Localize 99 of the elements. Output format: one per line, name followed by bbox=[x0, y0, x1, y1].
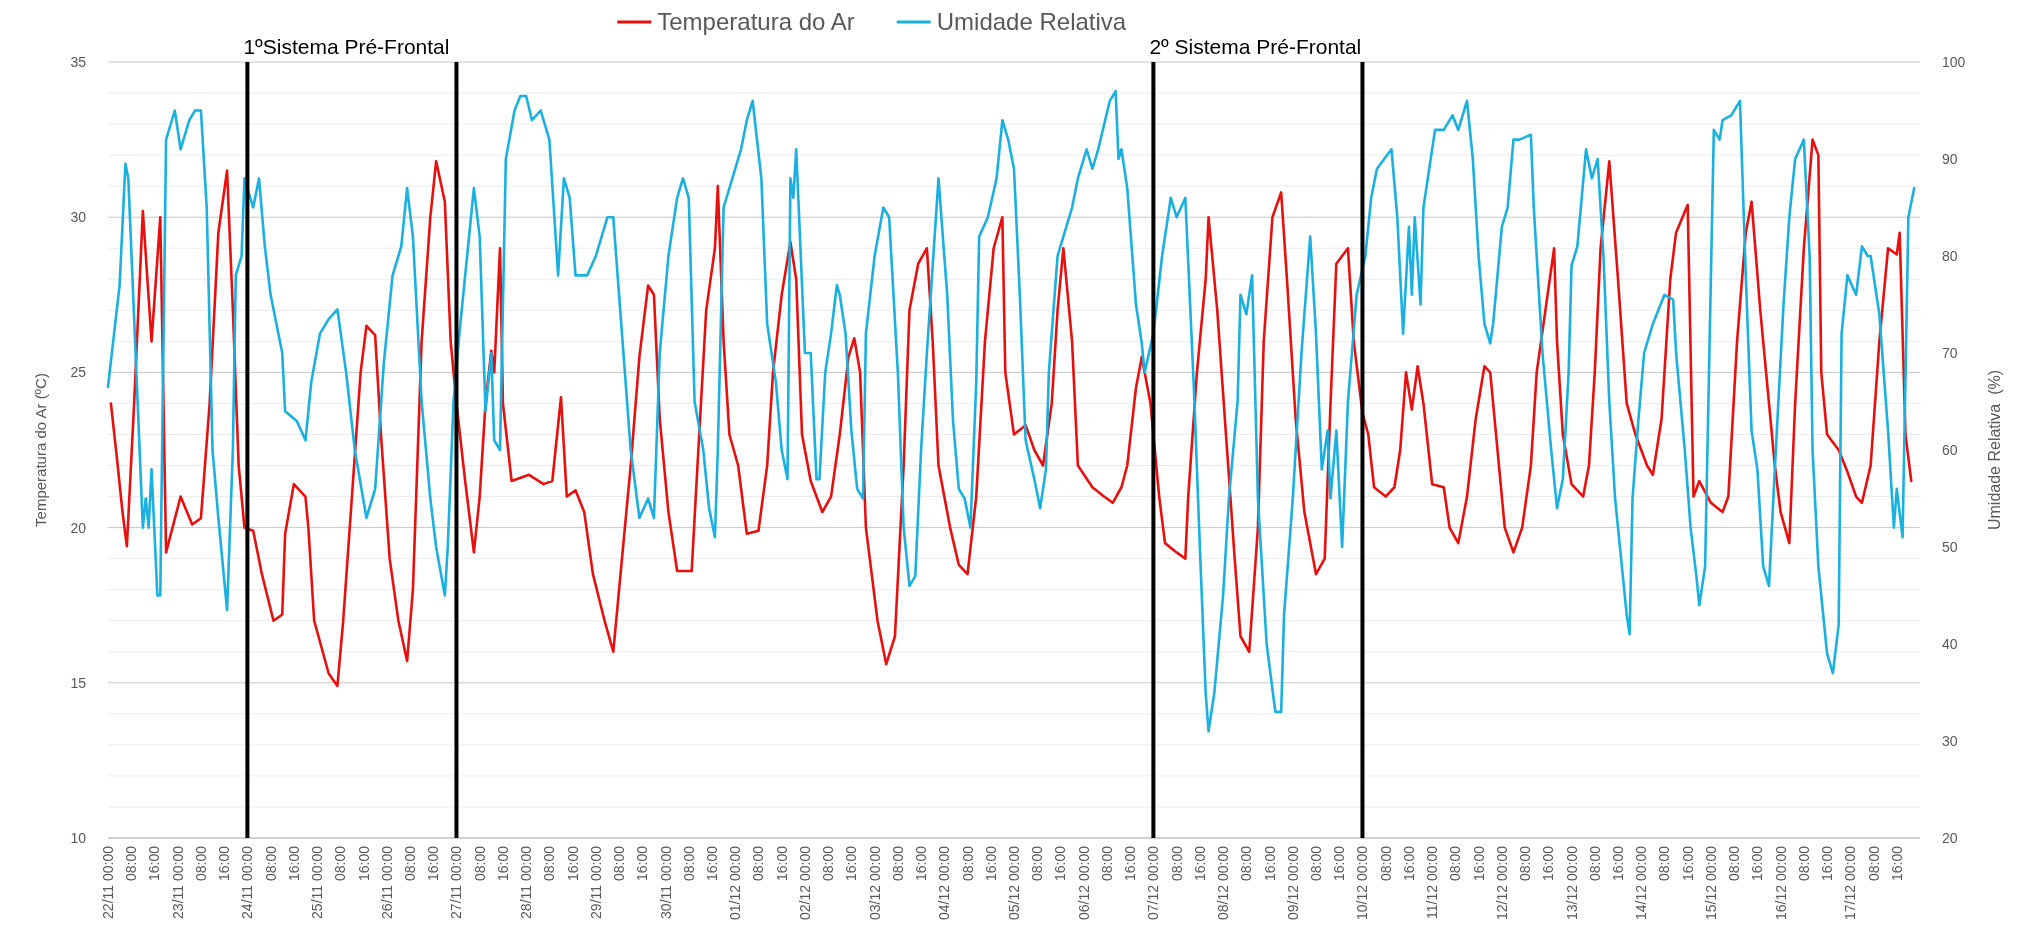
x-tick-label: 23/11 00:00 bbox=[169, 845, 186, 919]
y2-tick-label: 30 bbox=[1942, 733, 1958, 749]
x-tick-label: 16:00 bbox=[1331, 845, 1348, 882]
legend-label: Temperatura do Ar bbox=[657, 8, 855, 35]
x-tick-label: 08:00 bbox=[1238, 845, 1255, 882]
x-tick-label: 16:00 bbox=[216, 845, 233, 882]
x-tick-label: 25/11 00:00 bbox=[309, 845, 326, 919]
x-tick-label: 08:00 bbox=[1656, 845, 1673, 882]
x-tick-label: 28/11 00:00 bbox=[518, 845, 535, 919]
x-tick-label: 16:00 bbox=[425, 845, 442, 882]
y2-tick-label: 20 bbox=[1942, 830, 1958, 846]
x-tick-label: 08/12 00:00 bbox=[1215, 845, 1232, 920]
x-tick-label: 12/12 00:00 bbox=[1493, 845, 1510, 920]
x-tick-label: 16:00 bbox=[1400, 845, 1417, 882]
x-tick-label: 01/12 00:00 bbox=[727, 845, 744, 920]
x-tick-label: 03/12 00:00 bbox=[866, 845, 883, 920]
y-tick-label: 25 bbox=[70, 364, 87, 381]
x-tick-label: 08:00 bbox=[1377, 845, 1394, 882]
y-tick-label: 30 bbox=[70, 209, 87, 226]
x-tick-label: 16:00 bbox=[913, 845, 930, 882]
x-tick-label: 08:00 bbox=[1168, 845, 1185, 882]
x-tick-label: 16:00 bbox=[843, 845, 860, 882]
x-tick-label: 08:00 bbox=[262, 845, 279, 882]
y2-tick-label: 50 bbox=[1942, 539, 1958, 555]
x-tick-label: 16:00 bbox=[1819, 845, 1836, 882]
x-tick-label: 08:00 bbox=[1517, 845, 1534, 882]
x-tick-label: 08:00 bbox=[680, 845, 697, 882]
x-tick-label: 16:00 bbox=[1749, 845, 1766, 882]
x-tick-label: 02/12 00:00 bbox=[796, 845, 813, 920]
x-tick-label: 16:00 bbox=[1261, 845, 1278, 882]
x-tick-label: 08:00 bbox=[1098, 845, 1115, 882]
x-tick-label: 17/12 00:00 bbox=[1842, 845, 1859, 920]
y-tick-label: 15 bbox=[70, 674, 87, 691]
x-tick-label: 08:00 bbox=[541, 845, 558, 882]
x-tick-label: 22/11 00:00 bbox=[100, 845, 116, 919]
x-tick-label: 08:00 bbox=[471, 845, 488, 882]
x-tick-label: 16:00 bbox=[1122, 845, 1139, 882]
x-tick-label: 15/12 00:00 bbox=[1702, 845, 1719, 920]
x-tick-label: 16:00 bbox=[355, 845, 372, 882]
x-tick-label: 16:00 bbox=[564, 845, 581, 882]
x-tick-label: 06/12 00:00 bbox=[1075, 845, 1092, 920]
x-tick-label: 08:00 bbox=[1586, 845, 1603, 882]
x-tick-label: 14/12 00:00 bbox=[1633, 845, 1650, 920]
x-tick-label: 16:00 bbox=[1191, 845, 1208, 882]
x-tick-label: 08:00 bbox=[1308, 845, 1324, 882]
y-tick-label: 10 bbox=[70, 830, 87, 846]
x-tick-label: 16:00 bbox=[634, 845, 651, 882]
x-tick-label: 16:00 bbox=[773, 845, 790, 882]
x-tick-label: 08:00 bbox=[1029, 845, 1046, 882]
x-tick-label: 16:00 bbox=[704, 845, 720, 882]
x-tick-label: 13/12 00:00 bbox=[1563, 845, 1580, 920]
y2-tick-label: 60 bbox=[1942, 442, 1958, 458]
x-tick-label: 08:00 bbox=[1447, 845, 1464, 882]
x-tick-label: 16:00 bbox=[982, 845, 999, 882]
x-tick-label: 11/12 00:00 bbox=[1424, 845, 1441, 919]
x-tick-label: 08:00 bbox=[611, 845, 628, 882]
x-tick-label: 08:00 bbox=[820, 845, 837, 882]
y2-axis-title: Umidade Relativa (%) bbox=[1986, 369, 2003, 531]
x-tick-label: 16:00 bbox=[285, 845, 302, 882]
y2-tick-label: 40 bbox=[1942, 636, 1958, 652]
x-tick-label: 16:00 bbox=[1679, 845, 1696, 882]
x-tick-label: 10/12 00:00 bbox=[1354, 845, 1371, 920]
ref-line-label: 1ºSistema Pré-Frontal bbox=[243, 35, 450, 58]
x-tick-label: 08:00 bbox=[889, 845, 906, 882]
y-tick-label: 20 bbox=[70, 519, 87, 536]
x-tick-label: 08:00 bbox=[750, 845, 767, 882]
x-tick-label: 08:00 bbox=[123, 845, 140, 882]
x-tick-label: 08:00 bbox=[332, 845, 349, 882]
x-tick-label: 08:00 bbox=[402, 845, 418, 882]
y2-tick-label: 70 bbox=[1942, 345, 1958, 361]
y-tick-label: 35 bbox=[70, 54, 87, 70]
ref-line-label: 2º Sistema Pré-Frontal bbox=[1149, 35, 1362, 58]
x-tick-label: 08:00 bbox=[1795, 845, 1812, 882]
x-tick-label: 24/11 00:00 bbox=[239, 845, 256, 919]
x-tick-label: 16/12 00:00 bbox=[1772, 845, 1789, 920]
y2-tick-label: 100 bbox=[1942, 54, 1966, 70]
x-tick-label: 16:00 bbox=[1540, 845, 1557, 882]
x-tick-label: 16:00 bbox=[1470, 845, 1487, 882]
y2-tick-label: 90 bbox=[1942, 151, 1958, 167]
x-tick-label: 08:00 bbox=[1865, 845, 1882, 882]
y2-tick-label: 80 bbox=[1942, 248, 1958, 264]
x-tick-label: 08:00 bbox=[959, 845, 976, 882]
x-tick-label: 16:00 bbox=[1888, 845, 1905, 882]
x-tick-label: 26/11 00:00 bbox=[378, 845, 395, 919]
x-tick-label: 29/11 00:00 bbox=[587, 845, 604, 919]
x-tick-label: 16:00 bbox=[1052, 845, 1069, 882]
x-tick-label: 16:00 bbox=[1610, 845, 1626, 882]
x-tick-label: 30/11 00:00 bbox=[657, 845, 674, 919]
x-tick-label: 09/12 00:00 bbox=[1284, 845, 1301, 920]
x-tick-label: 08:00 bbox=[192, 845, 209, 882]
x-tick-label: 27/11 00:00 bbox=[448, 845, 465, 919]
x-tick-label: 16:00 bbox=[146, 845, 163, 882]
x-tick-label: 08:00 bbox=[1726, 845, 1743, 882]
legend-label: Umidade Relativa bbox=[936, 8, 1127, 35]
x-tick-label: 16:00 bbox=[494, 845, 511, 882]
x-tick-label: 04/12 00:00 bbox=[936, 845, 953, 920]
x-tick-label: 07/12 00:00 bbox=[1145, 845, 1162, 920]
x-tick-label: 05/12 00:00 bbox=[1006, 845, 1022, 920]
y-axis-title: Temperatura do Ar (ºC) bbox=[32, 373, 49, 527]
